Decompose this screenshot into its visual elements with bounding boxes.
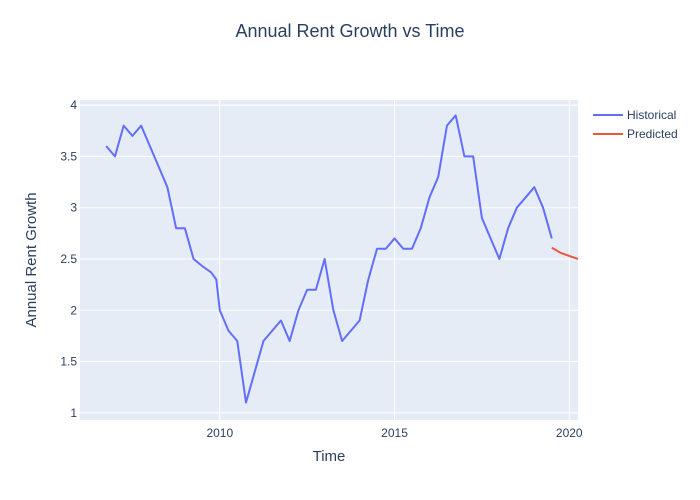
y-tick-label: 1 (70, 406, 77, 420)
y-tick-label: 3 (70, 201, 77, 215)
legend-label-historical: Historical (627, 108, 676, 122)
x-axis-ticks: 2010 2015 2020 (206, 426, 582, 440)
y-tick-label: 1.5 (60, 355, 77, 369)
y-tick-label: 2.5 (60, 252, 77, 266)
legend-label-predicted: Predicted (627, 127, 678, 141)
x-tick-label: 2010 (206, 426, 233, 440)
series-line-historical[interactable] (105, 114, 553, 404)
legend: Historical Predicted (593, 108, 678, 141)
x-axis-title: Time (313, 448, 346, 465)
grid-lines (80, 100, 578, 420)
y-tick-label: 3.5 (60, 149, 77, 163)
series-lines (105, 114, 579, 404)
x-tick-label: 2015 (381, 426, 408, 440)
legend-item-predicted[interactable]: Predicted (593, 127, 678, 141)
y-tick-label: 2 (70, 303, 77, 317)
y-axis-ticks: 1 1.5 2 2.5 3 3.5 4 (60, 98, 77, 420)
x-tick-label: 2020 (556, 426, 583, 440)
series-line-predicted[interactable] (551, 246, 579, 260)
plot-background (80, 100, 578, 420)
y-tick-label: 4 (70, 98, 77, 112)
y-axis-title: Annual Rent Growth (23, 192, 40, 327)
legend-item-historical[interactable]: Historical (593, 108, 676, 122)
chart-title: Annual Rent Growth vs Time (235, 21, 464, 41)
